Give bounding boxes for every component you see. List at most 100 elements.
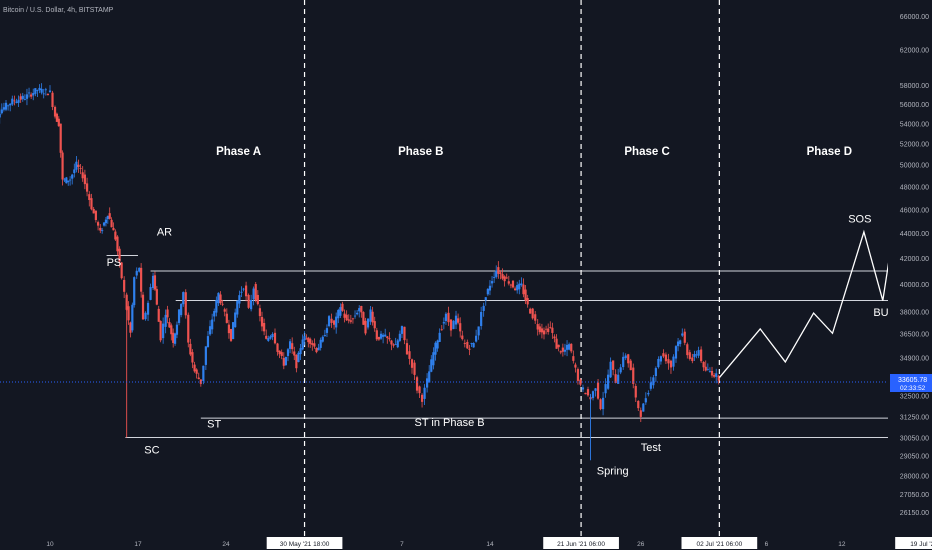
candle-body	[335, 316, 338, 328]
candle-body	[242, 288, 245, 290]
candle-body	[131, 304, 134, 331]
candle-body	[408, 351, 411, 359]
annotation-ps: PS	[107, 257, 122, 269]
price-tick-label: 44000.00	[900, 231, 929, 238]
time-tick-label: 17	[134, 541, 142, 548]
candle-body	[379, 333, 383, 339]
candle-body	[679, 340, 682, 345]
candle-body	[377, 336, 381, 340]
candle-body	[360, 306, 363, 313]
candle-body	[25, 94, 29, 99]
candle-body	[44, 89, 47, 91]
candle-body	[286, 349, 290, 356]
price-axis[interactable]: 66000.00 62000.00 58000.00 56000.00 54000.00…	[888, 0, 932, 536]
candle-body	[442, 322, 445, 324]
candle-body	[604, 384, 607, 394]
candle-body	[627, 354, 630, 364]
candle-body	[172, 332, 175, 343]
candle-body	[120, 262, 123, 279]
candle-body	[34, 88, 37, 94]
candle-body	[447, 312, 450, 323]
candle-body	[88, 194, 91, 201]
annotation-sc: SC	[144, 445, 159, 457]
price-tick-label: 48000.00	[900, 185, 929, 192]
candle-body	[493, 277, 496, 278]
candle-body	[390, 340, 393, 345]
candle-body	[642, 403, 645, 412]
candle-body	[63, 179, 66, 181]
candle-body	[108, 213, 111, 219]
candle-body	[659, 356, 663, 362]
candle-body	[225, 313, 228, 323]
candle-body	[271, 333, 274, 338]
candle-body	[291, 343, 294, 350]
candle-body	[106, 215, 109, 220]
candle-body	[697, 350, 700, 356]
candle-body	[96, 222, 100, 226]
candle-body	[223, 309, 226, 312]
candle-body	[184, 292, 187, 316]
candle-body	[73, 169, 76, 174]
candle-body	[32, 93, 35, 96]
candle-body	[629, 360, 632, 371]
candle-body	[470, 343, 473, 345]
candle-body	[511, 280, 515, 288]
candle-body	[364, 320, 367, 334]
candle-body	[520, 283, 523, 286]
candle-body	[55, 113, 59, 122]
candle-body	[252, 288, 255, 300]
candle-body	[529, 308, 532, 314]
candle-body	[518, 283, 521, 290]
candle-body	[617, 374, 620, 384]
phase-label-phase-b: Phase B	[398, 146, 443, 158]
price-tick-label: 34900.00	[900, 355, 929, 362]
candle-body	[649, 382, 652, 389]
price-tick-label: 27050.00	[900, 492, 929, 499]
candle-body	[164, 314, 167, 327]
candle-body	[240, 291, 243, 293]
candle-body	[101, 230, 104, 232]
candle-body	[17, 99, 20, 103]
candle-body	[639, 410, 642, 417]
candle-body	[57, 118, 60, 127]
candle-body	[555, 338, 558, 349]
candle-body	[513, 288, 517, 291]
candle-body	[7, 105, 10, 107]
candle-body	[217, 292, 220, 304]
candle-body	[118, 248, 121, 262]
candle-body	[704, 366, 707, 371]
candle-body	[634, 385, 637, 398]
candle-body	[466, 341, 469, 349]
symbol-header: Bitcoin / U.S. Dollar, 4h, BITSTAMP	[3, 7, 114, 14]
candle-body	[79, 168, 82, 169]
candle-body	[349, 320, 352, 322]
candle-body	[265, 335, 268, 339]
candle-body	[423, 387, 426, 399]
candle-body	[99, 227, 102, 231]
candle-body	[480, 311, 483, 327]
candle-body	[676, 341, 680, 347]
candle-body	[594, 388, 597, 391]
candle-body	[244, 285, 248, 297]
candle-body	[505, 277, 508, 279]
candle-body	[206, 336, 210, 348]
time-tick-box	[681, 537, 758, 549]
candle-body	[708, 371, 712, 372]
annotation-spring: Spring	[597, 465, 629, 477]
candle-body	[219, 294, 222, 304]
candle-body	[104, 219, 108, 224]
candle-body	[140, 267, 143, 292]
candle-body	[46, 93, 50, 96]
candle-body	[155, 289, 158, 305]
time-tick-label: 14	[486, 541, 494, 548]
candle-body	[215, 300, 218, 313]
candle-body	[213, 310, 216, 317]
candle-body	[553, 336, 556, 339]
candle-body	[531, 308, 534, 319]
candle-body	[695, 354, 698, 356]
candle-body	[522, 284, 525, 295]
phase-label-phase-d: Phase D	[807, 146, 852, 158]
